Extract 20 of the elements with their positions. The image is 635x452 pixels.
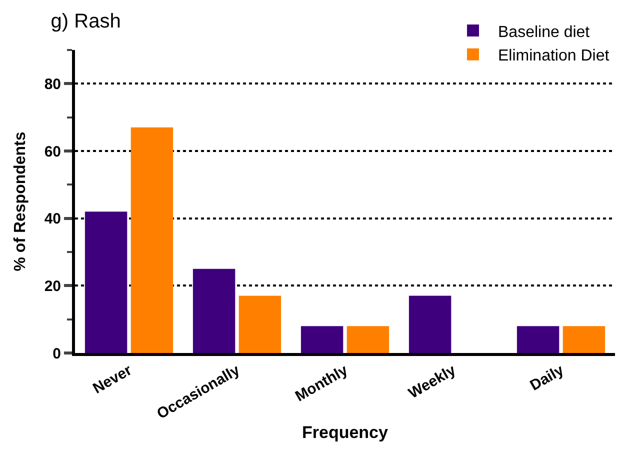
bar: [346, 326, 390, 353]
x-axis-title: Frequency: [302, 423, 389, 442]
y-axis-title: % of Respondents: [12, 132, 30, 272]
y-tick-label: 20: [44, 278, 61, 295]
y-tick-label: 60: [44, 143, 61, 160]
bar: [562, 326, 606, 353]
y-tick-label: 80: [44, 76, 61, 93]
legend-label: Elimination Diet: [498, 48, 610, 65]
chart-title: g) Rash: [50, 10, 121, 33]
y-tick-label: 40: [44, 210, 61, 228]
bar: [300, 326, 344, 353]
bar: [84, 212, 128, 353]
legend-label: Baseline diet: [498, 24, 590, 41]
y-tick-label: 0: [52, 345, 61, 362]
bar: [408, 296, 452, 353]
bar: [516, 326, 560, 353]
bar: [238, 296, 282, 353]
x-tick-label: Daily: [527, 361, 568, 394]
bar: [192, 268, 236, 353]
bar: [130, 127, 174, 353]
